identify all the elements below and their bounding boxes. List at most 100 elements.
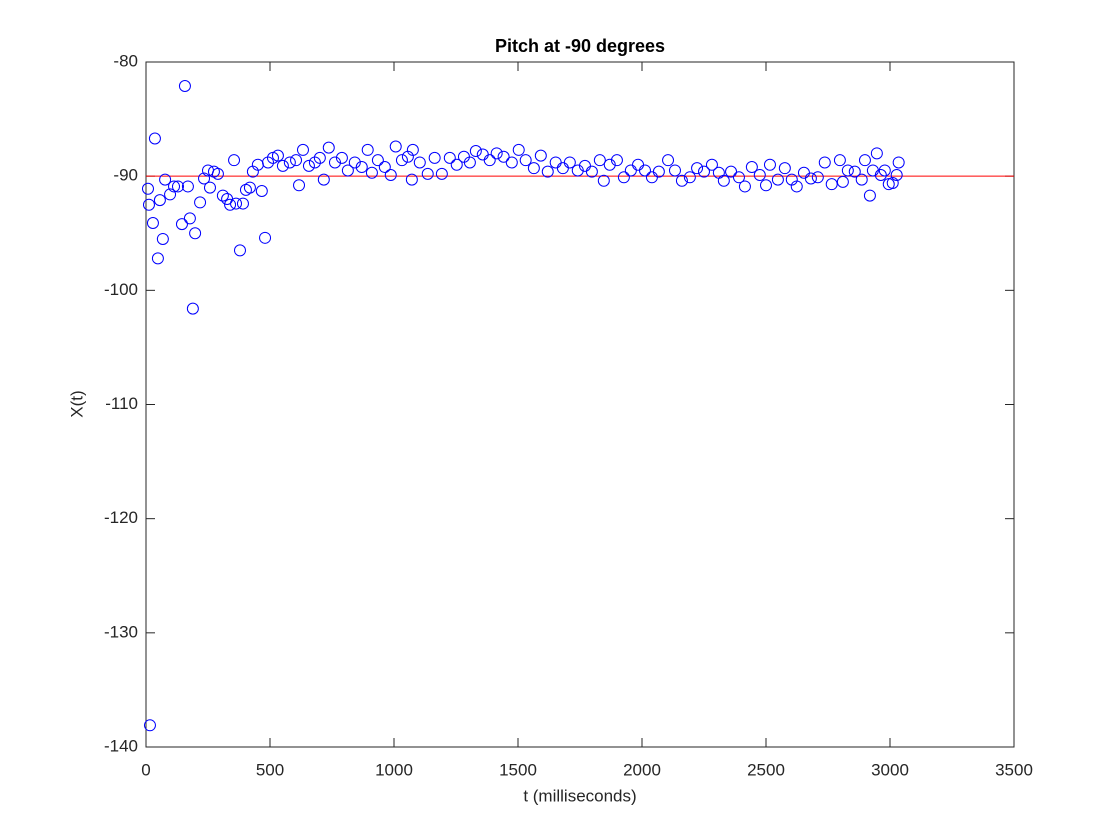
data-point: [469, 145, 482, 158]
data-point: [512, 143, 525, 156]
data-point: [168, 180, 181, 193]
data-point: [236, 197, 249, 210]
data-point: [863, 189, 876, 202]
data-point: [389, 140, 402, 153]
y-axis-label: X(t): [67, 390, 86, 417]
x-tick-label: 3000: [871, 760, 909, 779]
data-point: [341, 164, 354, 177]
data-point: [841, 164, 854, 177]
data-point: [763, 158, 776, 171]
y-tick-label: -120: [104, 508, 138, 527]
data-point: [378, 161, 391, 174]
data-point: [146, 216, 159, 229]
y-tick-label: -140: [104, 736, 138, 755]
data-point: [874, 169, 887, 182]
data-point: [348, 156, 361, 169]
data-point: [443, 151, 456, 164]
data-point: [175, 218, 188, 231]
x-tick-label: 3500: [995, 760, 1033, 779]
data-point: [483, 154, 496, 167]
data-point: [159, 173, 172, 186]
data-point: [683, 171, 696, 184]
data-point: [198, 172, 211, 185]
data-point: [435, 167, 448, 180]
data-point: [194, 196, 207, 209]
data-point: [255, 185, 268, 198]
data-point: [164, 188, 177, 201]
data-point: [698, 165, 710, 178]
data-point: [662, 154, 675, 167]
data-point: [151, 252, 164, 265]
data-point: [406, 143, 419, 156]
data-point: [497, 150, 510, 163]
data-point: [296, 143, 309, 156]
data-point: [421, 167, 434, 180]
data-point: [148, 132, 161, 145]
x-tick-label: 2000: [623, 760, 661, 779]
data-point: [290, 154, 303, 167]
data-point: [745, 161, 758, 174]
y-tick-label: -80: [113, 51, 138, 70]
data-point: [890, 169, 903, 182]
data-point: [563, 156, 576, 169]
data-point: [216, 189, 229, 202]
data-point: [186, 302, 199, 315]
data-point: [153, 194, 166, 207]
x-axis-label: t (milliseconds): [523, 786, 636, 805]
data-point: [571, 164, 584, 177]
data-point: [224, 198, 237, 211]
data-point: [505, 156, 518, 169]
data-point: [317, 173, 330, 186]
data-point: [585, 165, 598, 178]
data-point: [870, 147, 883, 160]
data-point: [771, 173, 784, 186]
data-point: [328, 156, 341, 169]
data-point: [675, 174, 688, 187]
data-point: [450, 158, 463, 171]
x-tick-label: 2500: [747, 760, 785, 779]
data-point: [428, 151, 441, 164]
data-point: [405, 173, 418, 186]
data-point: [259, 231, 272, 244]
data-point: [230, 197, 243, 210]
data-point: [825, 178, 838, 191]
data-point: [836, 175, 849, 188]
data-point: [490, 147, 503, 160]
data-point: [652, 165, 665, 178]
data-point: [725, 165, 738, 178]
data-point: [355, 161, 368, 174]
data-point: [181, 180, 194, 193]
data-point: [142, 198, 155, 211]
data-point: [858, 154, 871, 167]
data-point: [293, 179, 306, 192]
data-point: [848, 165, 861, 178]
data-point: [833, 154, 846, 167]
data-point: [143, 719, 156, 732]
data-point: [790, 180, 803, 193]
data-point: [322, 141, 335, 154]
data-point: [705, 158, 718, 171]
x-tick-label: 1000: [375, 760, 413, 779]
data-point: [203, 181, 216, 194]
data-point: [811, 171, 824, 184]
x-tick-label: 500: [256, 760, 284, 779]
data-point: [597, 174, 610, 187]
data-point: [233, 244, 246, 257]
data-point: [141, 182, 154, 195]
data-point: [228, 154, 241, 167]
y-tick-label: -130: [104, 622, 138, 641]
data-point: [156, 232, 169, 245]
data-point: [371, 154, 384, 167]
data-point: [271, 149, 284, 162]
data-point: [668, 164, 681, 177]
y-tick-label: -90: [113, 166, 138, 185]
data-point: [753, 169, 766, 182]
data-point: [395, 154, 408, 167]
data-point: [519, 154, 532, 167]
data-point: [541, 165, 554, 178]
y-tick-label: -100: [104, 280, 138, 299]
data-point: [365, 166, 378, 179]
y-tick-label: -110: [105, 394, 138, 413]
